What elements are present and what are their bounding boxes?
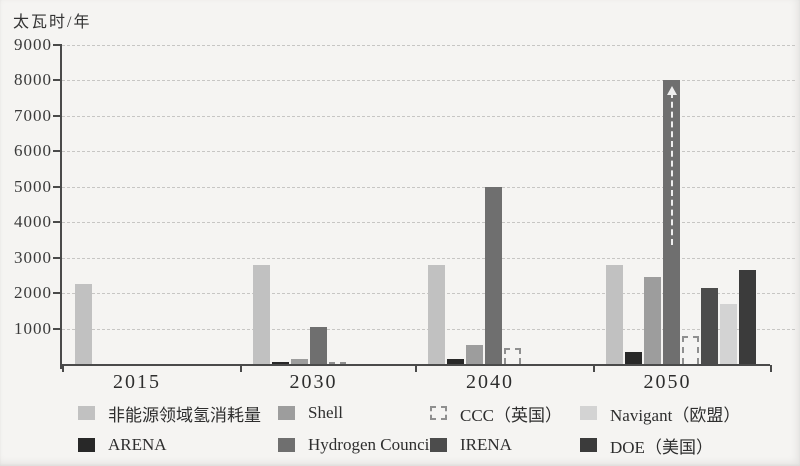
legend-label-non-energy-hydrogen-consumption: 非能源领域氢消耗量: [108, 405, 261, 425]
bar-non-energy-hydrogen-consumption-2015: [75, 284, 92, 364]
bar-irena-2050: [701, 287, 718, 364]
legend-item-non-energy-hydrogen-consumption: 非能源领域氢消耗量: [78, 397, 278, 429]
legend-swatch-irena: [430, 438, 447, 452]
y-tick-label: 1000: [14, 318, 52, 338]
x-axis-tick: [593, 365, 595, 372]
y-tick-label: 2000: [14, 283, 52, 303]
y-axis: [60, 45, 62, 369]
y-axis-tick: [53, 327, 62, 330]
bar-non-energy-hydrogen-consumption-2050: [606, 265, 623, 364]
y-tick-label: 4000: [14, 212, 52, 232]
gridline-3000: [62, 257, 795, 259]
bar-navigant-eu-2050: [720, 303, 737, 364]
y-tick-label: 3000: [14, 247, 52, 267]
gridline-8000: [62, 80, 795, 82]
legend-label-navigant-eu: Navigant（欧盟）: [610, 405, 741, 425]
x-axis-tick: [415, 365, 417, 372]
bar-hydrogen-council-2030: [310, 326, 327, 364]
bar-ccc-uk-2030: [329, 361, 346, 364]
legend-label-arena: ARENA: [108, 435, 167, 454]
bar-ccc-uk-2050: [682, 335, 699, 364]
x-axis-tick: [770, 365, 772, 372]
y-axis-tick: [53, 44, 62, 46]
legend-item-irena: IRENA: [430, 429, 580, 461]
x-tick-label: 2030: [289, 371, 338, 393]
y-tick-label: 6000: [14, 141, 52, 161]
bar-arena-2030: [272, 362, 289, 364]
legend-swatch-arena: [78, 438, 95, 452]
y-tick-label: 5000: [14, 176, 52, 196]
legend-item-shell: Shell: [278, 397, 430, 429]
legend-swatch-ccc-uk: [430, 406, 447, 420]
legend-label-ccc-uk: CCC（英国）: [460, 405, 563, 425]
x-tick-label: 2040: [466, 371, 514, 393]
gridline-6000: [62, 151, 795, 153]
legend-swatch-doe-us: [580, 438, 597, 452]
legend-swatch-shell: [278, 406, 295, 420]
bar-shell-2030: [291, 358, 308, 364]
bar-non-energy-hydrogen-consumption-2040: [428, 265, 445, 364]
y-axis-unit-label: 太瓦时/年: [13, 14, 92, 31]
bar-arena-2050: [625, 351, 642, 364]
overflow-arrow-icon: [666, 86, 677, 245]
legend-swatch-hydrogen-council: [278, 438, 295, 452]
y-axis-tick: [53, 256, 62, 259]
y-tick-label: 9000: [14, 35, 52, 54]
y-tick-label: 8000: [14, 70, 52, 90]
bar-hydrogen-council-2050: [663, 80, 680, 364]
gridline-5000: [62, 186, 795, 188]
bar-shell-2040: [466, 344, 483, 364]
y-tick-label: 7000: [14, 105, 52, 125]
bar-doe-us-2050: [739, 270, 756, 364]
bar-hydrogen-council-2040: [485, 186, 502, 364]
legend-swatch-navigant-eu: [580, 406, 597, 420]
legend-item-hydrogen-council: Hydrogen Council: [278, 429, 434, 461]
y-axis-tick: [53, 292, 62, 295]
bar-arena-2040: [447, 358, 464, 364]
x-tick-label: 2050: [643, 371, 692, 393]
bar-ccc-uk-2040: [504, 348, 521, 364]
x-axis-tick: [240, 365, 242, 372]
chart-plot-area: [53, 44, 795, 372]
y-axis-tick: [53, 221, 62, 224]
x-tick-label: 2015: [113, 371, 161, 393]
legend-item-ccc-uk: CCC（英国）: [430, 397, 580, 429]
gridline-7000: [62, 115, 795, 117]
bar-non-energy-hydrogen-consumption-2030: [253, 265, 270, 364]
legend-label-doe-us: DOE（美国）: [610, 437, 713, 457]
legend: 非能源领域氢消耗量 ARENA Shell Hydrogen Council CCC（英…: [78, 397, 770, 461]
y-axis-tick: [53, 185, 62, 188]
gridline-9000: [62, 45, 795, 46]
x-axis-tick: [62, 365, 64, 372]
y-axis-tick: [53, 79, 62, 82]
y-axis-tick: [53, 150, 62, 153]
legend-item-arena: ARENA: [78, 429, 278, 461]
gridline-4000: [62, 222, 795, 224]
legend-label-irena: IRENA: [460, 435, 512, 454]
legend-label-hydrogen-council: Hydrogen Council: [308, 435, 435, 454]
bar-shell-2050: [644, 277, 661, 364]
legend-swatch-non-energy-hydrogen-consumption: [78, 406, 95, 420]
legend-label-shell: Shell: [308, 403, 343, 422]
legend-item-navigant-eu: Navigant（欧盟）: [580, 397, 770, 429]
y-axis-tick: [53, 114, 62, 117]
legend-item-doe-us: DOE（美国）: [580, 429, 770, 461]
